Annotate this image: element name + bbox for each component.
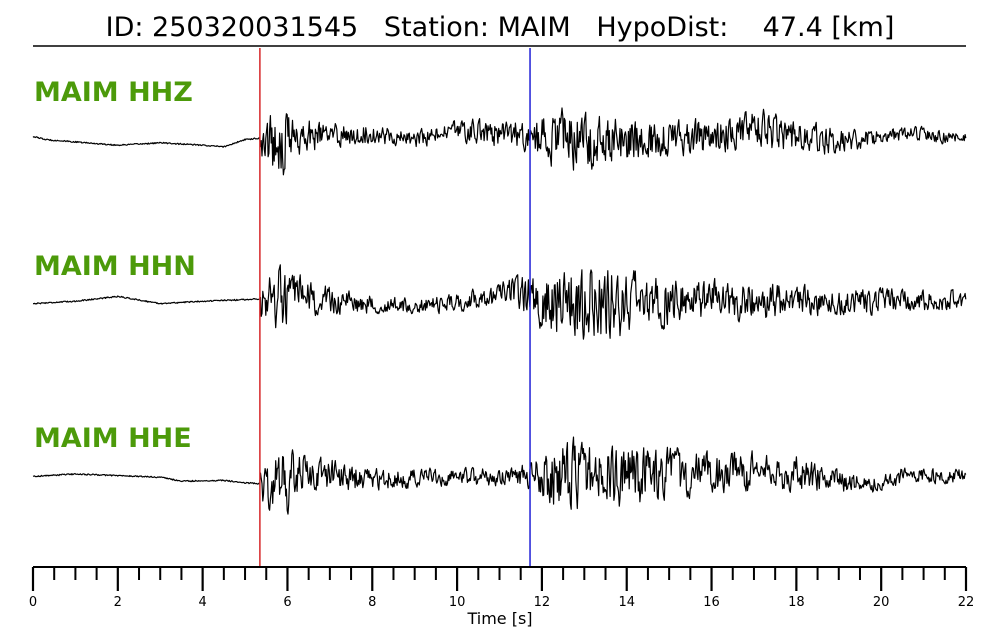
trace-label: MAIM HHN bbox=[34, 251, 196, 282]
trace-label: MAIM HHE bbox=[34, 423, 192, 454]
trace-label: MAIM HHZ bbox=[34, 77, 193, 108]
tick-label: 20 bbox=[873, 595, 890, 610]
phase-pick-group bbox=[259, 48, 531, 567]
time-axis: 0 2 4 6 8 10 12 14 16 18 20 22 bbox=[29, 566, 975, 610]
waveform-trace bbox=[32, 436, 967, 515]
waveform-trace bbox=[32, 107, 967, 176]
tick-label: 4 bbox=[198, 595, 206, 610]
tick-label: 18 bbox=[788, 595, 805, 610]
trace-group bbox=[32, 107, 967, 515]
trace-label-group: MAIM HHZ MAIM HHN MAIM HHE bbox=[34, 77, 196, 454]
waveform-trace bbox=[32, 264, 967, 340]
tick-label: 22 bbox=[958, 595, 975, 610]
tick-label: 2 bbox=[114, 595, 122, 610]
tick-label: 8 bbox=[368, 595, 376, 610]
tick-label: 12 bbox=[534, 595, 551, 610]
tick-label: 6 bbox=[283, 595, 291, 610]
tick-label: 0 bbox=[29, 595, 37, 610]
tick-label: 10 bbox=[449, 595, 466, 610]
tick-label: 16 bbox=[703, 595, 720, 610]
chart-title: ID: 250320031545 Station: MAIM HypoDist:… bbox=[106, 12, 895, 43]
tick-label: 14 bbox=[618, 595, 635, 610]
x-axis-label: Time [s] bbox=[466, 609, 532, 628]
